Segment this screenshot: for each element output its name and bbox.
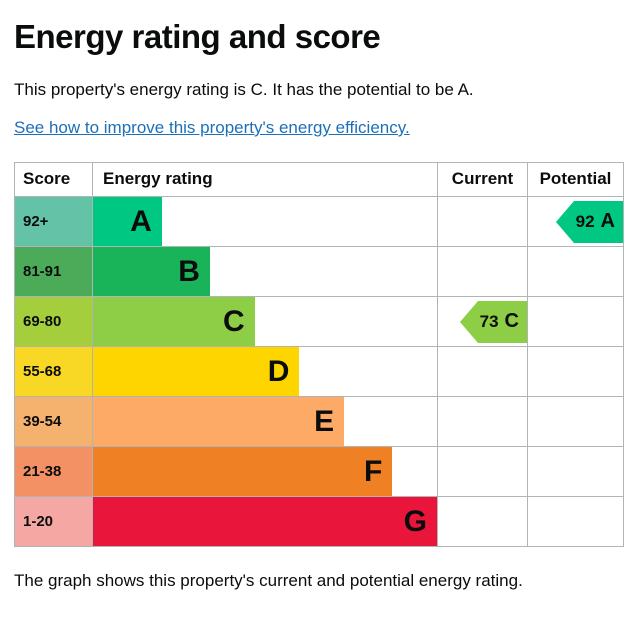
arrow-score: 92 [576, 212, 595, 232]
score-range: 39-54 [15, 397, 93, 446]
chart-caption: The graph shows this property's current … [14, 571, 624, 591]
potential-cell: 92 A [527, 197, 623, 246]
header-current: Current [437, 163, 527, 196]
current-cell: 73 C [437, 297, 527, 346]
link-text: See how to improve this property's energ… [14, 118, 405, 137]
score-range: 69-80 [15, 297, 93, 346]
header-score: Score [15, 163, 93, 196]
chart-header-row: Score Energy rating Current Potential [15, 163, 623, 197]
current-cell [437, 197, 527, 246]
potential-cell [527, 497, 623, 546]
score-range: 81-91 [15, 247, 93, 296]
score-range: 21-38 [15, 447, 93, 496]
band-row-a: 92+A92A [15, 197, 623, 247]
score-range: 55-68 [15, 347, 93, 396]
band-cell: G [93, 497, 437, 546]
score-range: 92+ [15, 197, 93, 246]
band-cell: D [93, 347, 437, 396]
energy-rating-chart: Score Energy rating Current Potential 92… [14, 162, 624, 547]
arrow-tip-icon [460, 301, 478, 343]
arrow-body: 92 A [574, 201, 623, 243]
potential-cell [527, 297, 623, 346]
current-cell [437, 347, 527, 396]
band-bar-b: B [93, 247, 210, 296]
current-cell [437, 497, 527, 546]
potential-arrow: 92 A [556, 201, 623, 242]
current-cell [437, 447, 527, 496]
potential-cell [527, 347, 623, 396]
score-range: 1-20 [15, 497, 93, 546]
current-arrow: 73 C [460, 301, 527, 342]
current-cell [437, 397, 527, 446]
band-bar-e: E [93, 397, 344, 446]
band-cell: A [93, 197, 437, 246]
header-potential: Potential [527, 163, 623, 196]
band-cell: F [93, 447, 437, 496]
band-row-b: 81-91B [15, 247, 623, 297]
band-row-e: 39-54E [15, 397, 623, 447]
band-bar-g: G [93, 497, 437, 546]
arrow-letter: C [505, 310, 519, 333]
current-cell [437, 247, 527, 296]
band-bar-a: A [93, 197, 162, 246]
band-row-d: 55-68D [15, 347, 623, 397]
band-row-c: 69-80C73C [15, 297, 623, 347]
arrow-body: 73 C [478, 301, 527, 343]
potential-cell [527, 247, 623, 296]
band-row-g: 1-20G [15, 497, 623, 547]
band-cell: E [93, 397, 437, 446]
arrow-tip-icon [556, 201, 574, 243]
intro-text: This property's energy rating is C. It h… [14, 80, 624, 100]
header-rating: Energy rating [93, 163, 437, 196]
band-bar-d: D [93, 347, 299, 396]
band-cell: B [93, 247, 437, 296]
arrow-score: 73 [480, 312, 499, 332]
band-bar-c: C [93, 297, 255, 346]
arrow-letter: A [601, 210, 615, 233]
band-cell: C [93, 297, 437, 346]
improve-efficiency-link[interactable]: See how to improve this property's energ… [14, 118, 410, 138]
band-bar-f: F [93, 447, 392, 496]
potential-cell [527, 397, 623, 446]
page-title: Energy rating and score [14, 18, 624, 56]
band-row-f: 21-38F [15, 447, 623, 497]
potential-cell [527, 447, 623, 496]
